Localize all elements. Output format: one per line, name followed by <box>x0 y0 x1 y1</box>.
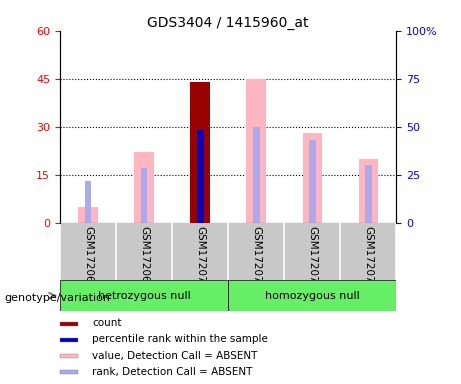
Bar <box>190 82 210 223</box>
Title: GDS3404 / 1415960_at: GDS3404 / 1415960_at <box>148 16 309 30</box>
Text: GSM172069: GSM172069 <box>139 225 149 289</box>
Text: rank, Detection Call = ABSENT: rank, Detection Call = ABSENT <box>92 367 253 377</box>
Text: count: count <box>92 318 122 328</box>
Bar <box>309 139 316 223</box>
Bar <box>60 322 78 326</box>
Bar <box>359 159 378 223</box>
Bar <box>60 280 228 311</box>
Text: GSM172072: GSM172072 <box>307 225 317 289</box>
Bar <box>247 79 266 223</box>
Bar <box>253 127 260 223</box>
Bar <box>365 165 372 223</box>
Text: percentile rank within the sample: percentile rank within the sample <box>92 334 268 344</box>
Bar <box>302 133 322 223</box>
Bar <box>141 168 148 223</box>
Bar <box>60 338 78 342</box>
Bar <box>60 370 78 374</box>
Bar <box>60 354 78 358</box>
Text: GSM172068: GSM172068 <box>83 225 93 289</box>
Text: GSM172070: GSM172070 <box>195 225 205 289</box>
Bar <box>85 181 91 223</box>
Text: genotype/variation: genotype/variation <box>5 293 111 303</box>
Bar <box>134 152 154 223</box>
Bar <box>78 207 98 223</box>
Bar <box>197 130 203 223</box>
Text: hetrozygous null: hetrozygous null <box>98 291 190 301</box>
Text: homozygous null: homozygous null <box>265 291 360 301</box>
Bar <box>228 280 396 311</box>
Text: GSM172071: GSM172071 <box>251 225 261 289</box>
Text: value, Detection Call = ABSENT: value, Detection Call = ABSENT <box>92 351 258 361</box>
Text: GSM172073: GSM172073 <box>363 225 373 289</box>
